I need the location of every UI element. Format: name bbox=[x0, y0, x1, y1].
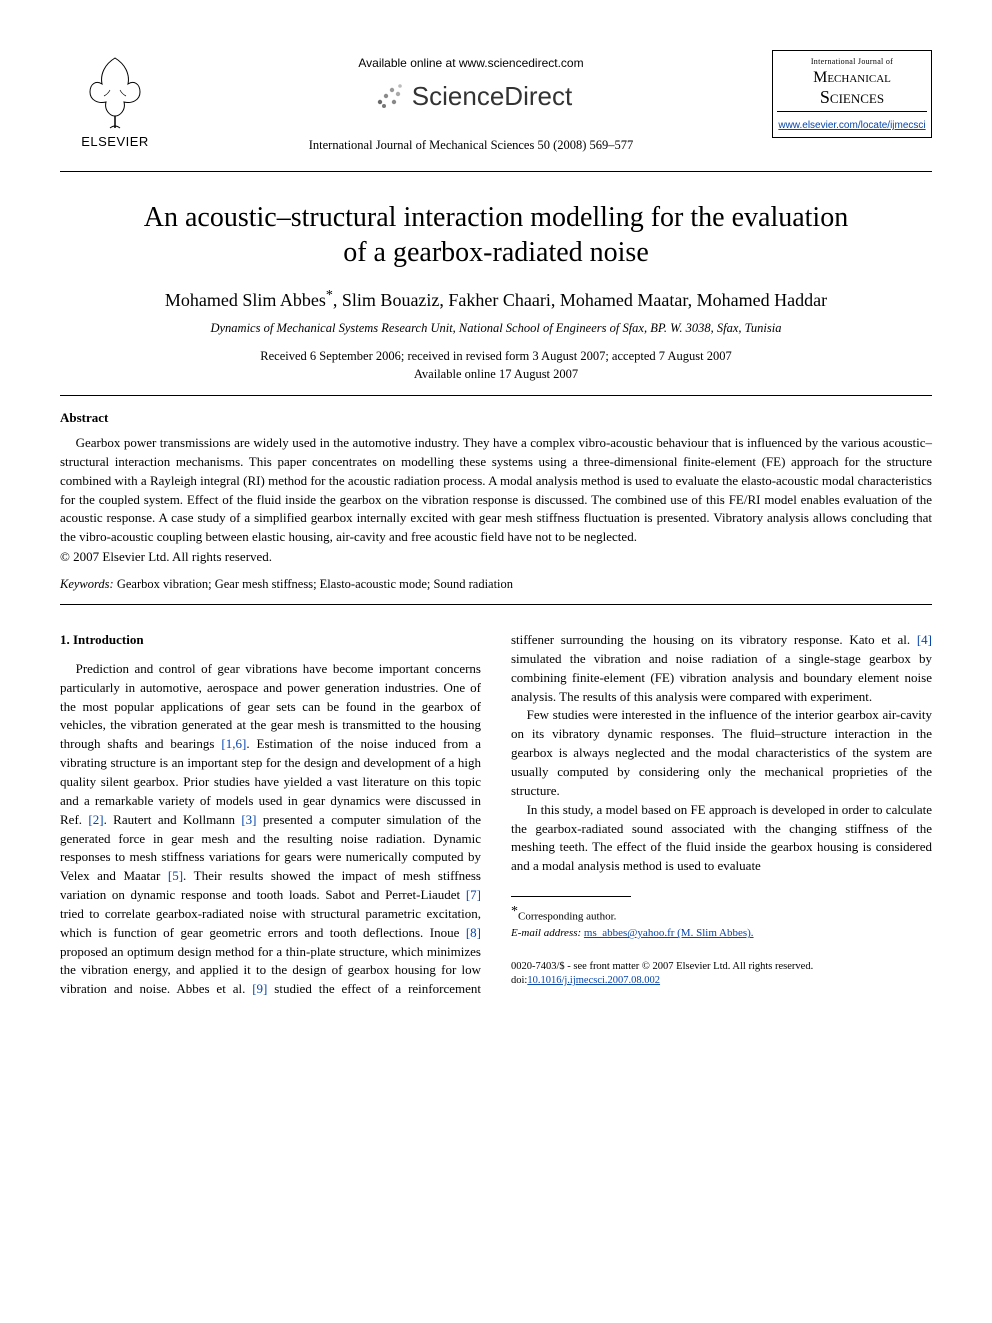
elsevier-label: ELSEVIER bbox=[81, 134, 149, 149]
corr-author-label: Corresponding author. bbox=[518, 911, 616, 923]
author-list: Mohamed Slim Abbes*, Slim Bouaziz, Fakhe… bbox=[60, 288, 932, 311]
ref-link[interactable]: [7] bbox=[466, 887, 481, 902]
affiliation: Dynamics of Mechanical Systems Research … bbox=[60, 321, 932, 336]
column-footer-block: *Corresponding author. E-mail address: m… bbox=[511, 896, 932, 989]
ref-link[interactable]: [8] bbox=[466, 925, 481, 940]
title-line-1: An acoustic–structural interaction model… bbox=[144, 202, 848, 233]
keywords-list: Gearbox vibration; Gear mesh stiffness; … bbox=[114, 577, 513, 591]
journal-citation: International Journal of Mechanical Scie… bbox=[170, 138, 772, 153]
article-dates: Received 6 September 2006; received in r… bbox=[60, 348, 932, 383]
cover-word-sciences: Sciences bbox=[777, 87, 927, 112]
corresponding-footnote: *Corresponding author. E-mail address: m… bbox=[511, 901, 932, 942]
cover-word-mechanical: Mechanical bbox=[777, 68, 927, 87]
section-heading-intro: 1. Introduction bbox=[60, 631, 481, 650]
intro-paragraph-3: Few studies were interested in the influ… bbox=[511, 706, 932, 800]
ref-link[interactable]: [3] bbox=[241, 812, 256, 827]
title-line-2: of a gearbox-radiated noise bbox=[343, 237, 649, 268]
sciencedirect-logo: ScienceDirect bbox=[370, 78, 572, 114]
center-header: Available online at www.sciencedirect.co… bbox=[170, 50, 772, 153]
horizontal-rule bbox=[60, 171, 932, 172]
journal-homepage-link[interactable]: www.elsevier.com/locate/ijmecsci bbox=[778, 120, 925, 131]
bottom-meta: 0020-7403/$ - see front matter © 2007 El… bbox=[511, 960, 932, 989]
abstract-heading: Abstract bbox=[60, 410, 932, 426]
author-email-link[interactable]: ms_abbes@yahoo.fr (M. Slim Abbes). bbox=[584, 927, 754, 939]
corresponding-author: Mohamed Slim Abbes bbox=[165, 290, 326, 310]
doi-link[interactable]: 10.1016/j.ijmecsci.2007.08.002 bbox=[527, 975, 660, 986]
dates-line-1: Received 6 September 2006; received in r… bbox=[260, 349, 731, 363]
keywords-line: Keywords: Gearbox vibration; Gear mesh s… bbox=[60, 577, 932, 592]
elsevier-logo-block: ELSEVIER bbox=[60, 50, 170, 149]
elsevier-tree-icon bbox=[80, 50, 150, 130]
ref-link[interactable]: [1,6] bbox=[221, 736, 246, 751]
sciencedirect-swirl-icon bbox=[370, 78, 406, 114]
email-label: E-mail address: bbox=[511, 927, 581, 939]
abstract-text: Gearbox power transmissions are widely u… bbox=[60, 434, 932, 547]
ref-link[interactable]: [2] bbox=[88, 812, 103, 827]
ref-link[interactable]: [5] bbox=[168, 868, 183, 883]
other-authors: , Slim Bouaziz, Fakher Chaari, Mohamed M… bbox=[333, 290, 827, 310]
issn-line: 0020-7403/$ - see front matter © 2007 El… bbox=[511, 961, 813, 972]
ref-link[interactable]: [9] bbox=[252, 981, 267, 996]
abstract-body: Gearbox power transmissions are widely u… bbox=[60, 434, 932, 547]
intro-paragraph-4: In this study, a model based on FE appro… bbox=[511, 801, 932, 876]
available-online-text: Available online at www.sciencedirect.co… bbox=[170, 56, 772, 70]
paper-page: ELSEVIER Available online at www.science… bbox=[0, 0, 992, 1039]
corresponding-mark-icon: * bbox=[511, 904, 518, 919]
copyright-line: © 2007 Elsevier Ltd. All rights reserved… bbox=[60, 549, 932, 565]
cover-topline: International Journal of bbox=[777, 57, 927, 66]
horizontal-rule bbox=[60, 395, 932, 396]
dates-line-2: Available online 17 August 2007 bbox=[414, 367, 578, 381]
keywords-label: Keywords: bbox=[60, 577, 114, 591]
corresponding-mark-icon: * bbox=[326, 288, 333, 303]
journal-cover-box: International Journal of Mechanical Scie… bbox=[772, 50, 932, 138]
body-columns: 1. Introduction Prediction and control o… bbox=[60, 631, 932, 999]
article-title: An acoustic–structural interaction model… bbox=[60, 200, 932, 270]
footnote-separator bbox=[511, 896, 631, 897]
header: ELSEVIER Available online at www.science… bbox=[60, 50, 932, 153]
ref-link[interactable]: [4] bbox=[917, 632, 932, 647]
horizontal-rule bbox=[60, 604, 932, 605]
sciencedirect-text: ScienceDirect bbox=[412, 81, 572, 112]
doi-label: doi: bbox=[511, 975, 527, 986]
